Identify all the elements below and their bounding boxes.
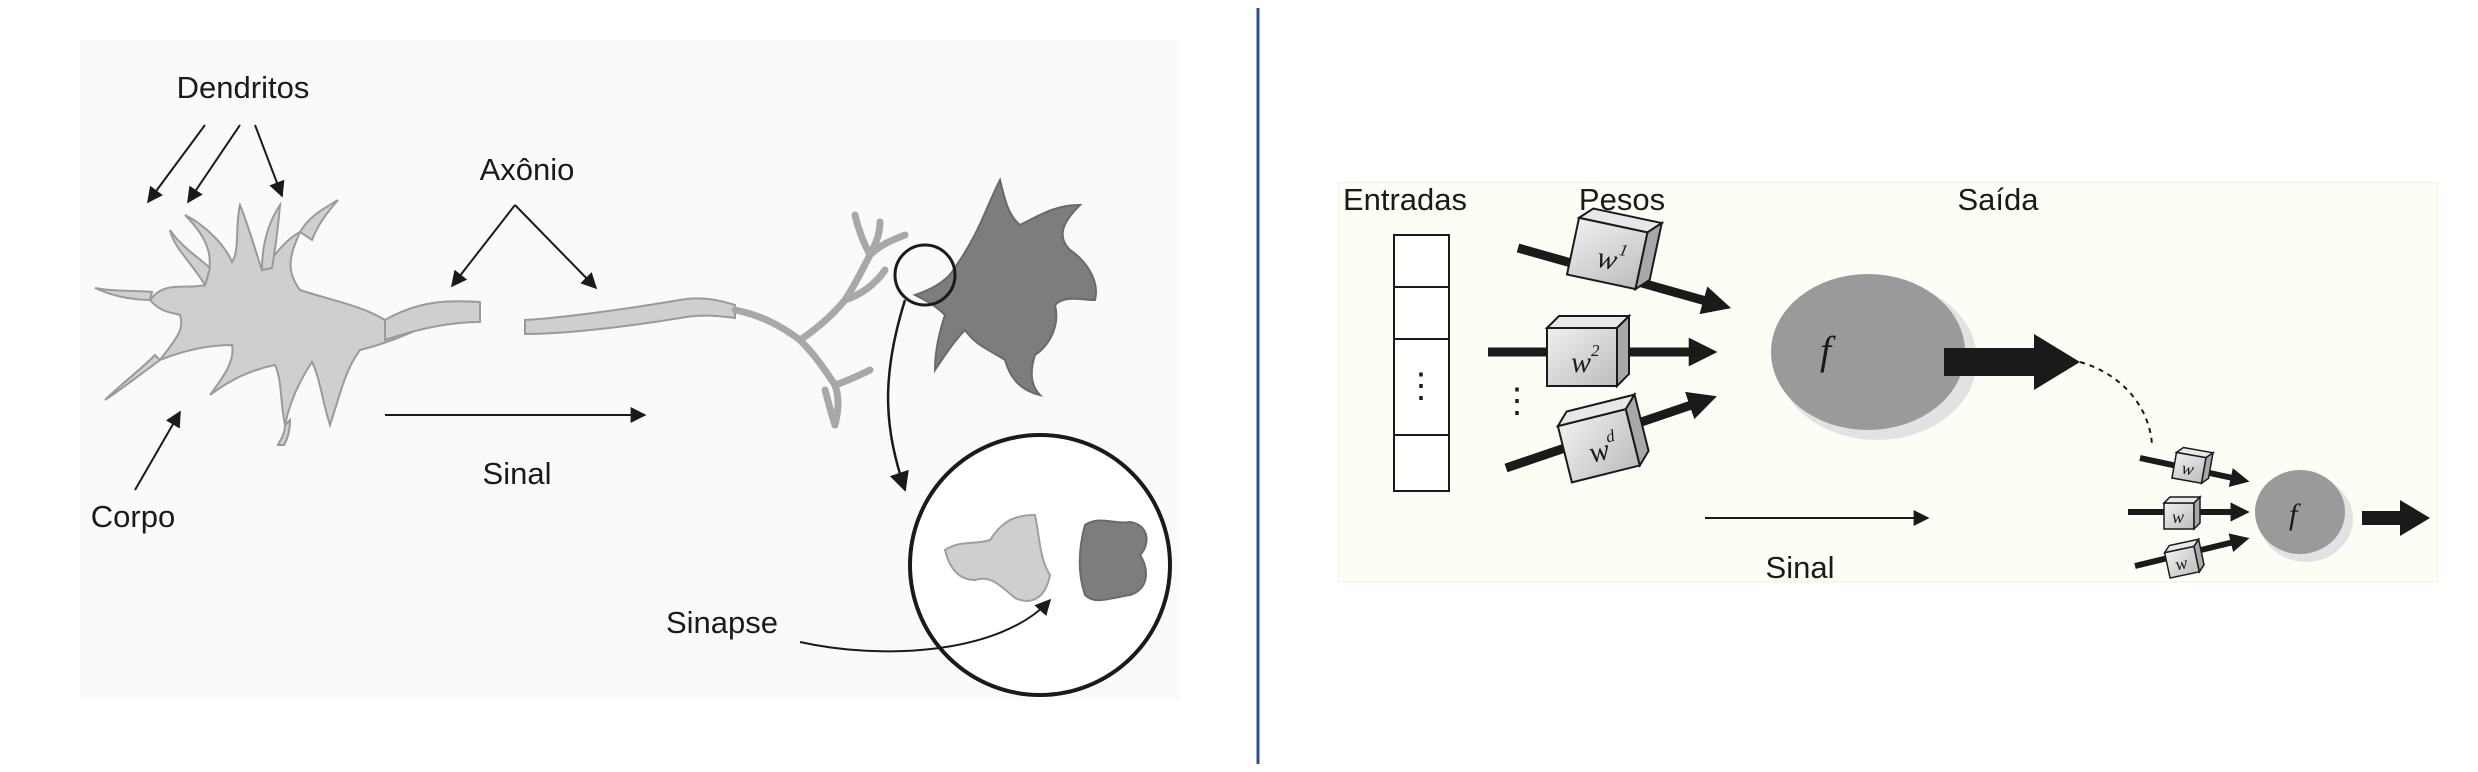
weight-box-d: w d [1555,392,1650,484]
axon-segment-left [384,300,481,342]
artificial-neuron-panel: Entradas Pesos Saída ⋮ ⋮ w 1 [1337,181,2439,585]
weight-box-1: w 1 [1565,207,1665,292]
svg-text:w: w [1571,346,1591,379]
label-synapse: Sinapse [666,605,778,640]
label-signal-biological: Sinal [483,456,552,491]
biological-neuron-panel: Dendritos Axônio Corpo Sinal Sinapse [80,40,1180,700]
svg-text:w: w [2180,458,2195,480]
label-signal-artificial: Sinal [1766,550,1835,585]
dendrite-pointer-arrows [147,124,285,204]
axon-terminals [731,211,909,429]
axon-pointer-arrows [451,204,598,290]
small-weight-box-2: w [2162,495,2202,531]
input-ellipsis: ⋮ [1404,367,1438,405]
connector-to-next-neuron [2079,361,2153,446]
svg-text:w: w [2172,507,2184,527]
svg-text:2: 2 [1591,341,1600,360]
axon-segment-right [524,297,736,336]
magnifier-connector [886,299,909,492]
activation-node [1771,274,1965,430]
weights-ellipsis: ⋮ [1500,382,1534,420]
body-pointer-arrow [134,410,181,491]
input-vector [1393,234,1450,492]
synapse-pointer-arrow [799,598,1052,653]
presynaptic-terminal-zoom [943,513,1052,602]
small-output-arrow [2362,500,2430,536]
output-arrow [1944,334,2080,390]
label-axon: Axônio [480,152,575,187]
cell-body-shape [94,199,441,446]
postsynaptic-terminal-zoom [1078,519,1148,602]
small-weight-box-1: w [2171,446,2215,485]
synapse-small-circle [893,243,957,307]
weight-box-2: w 2 [1544,313,1632,389]
label-body: Corpo [91,499,175,534]
postsynaptic-neuron [912,177,1097,397]
label-inputs: Entradas [1343,182,1467,217]
label-output: Saída [1957,182,2039,217]
small-weight-box-3: w [2163,537,2205,579]
svg-text:1: 1 [1617,240,1629,260]
label-dendrites: Dendritos [177,70,310,105]
svg-text:w: w [2173,552,2189,574]
small-activation-node [2255,470,2345,554]
